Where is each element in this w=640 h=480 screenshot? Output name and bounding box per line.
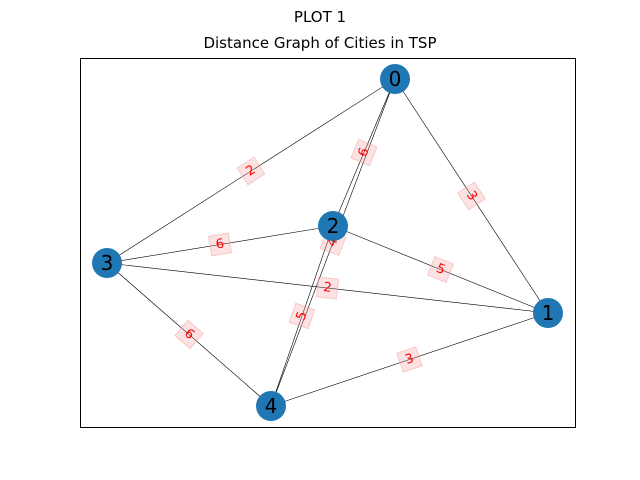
edge-label-1-3: 2 bbox=[315, 276, 340, 300]
edge-1-4 bbox=[270, 312, 549, 407]
edge-weight-text: 6 bbox=[215, 236, 226, 252]
edge-label-box bbox=[288, 302, 316, 330]
edges-layer bbox=[106, 78, 549, 407]
node-2 bbox=[318, 211, 348, 241]
node-label-2: 2 bbox=[327, 214, 340, 238]
figure-suptitle: PLOT 1 bbox=[293, 8, 347, 26]
edge-0-2 bbox=[332, 78, 396, 227]
edge-0-4 bbox=[270, 78, 396, 407]
chart-title: Distance Graph of Cities in TSP bbox=[203, 34, 437, 52]
edge-2-3 bbox=[106, 225, 334, 264]
edge-label-box bbox=[456, 181, 487, 211]
node-1 bbox=[533, 298, 563, 328]
edge-label-box bbox=[207, 232, 233, 257]
node-label-0: 0 bbox=[389, 67, 402, 91]
edge-0-3 bbox=[106, 78, 396, 264]
edge-label-box bbox=[315, 276, 340, 300]
edge-label-2-3: 6 bbox=[207, 232, 233, 257]
nodes-layer: 0 1 2 3 4 bbox=[92, 64, 563, 421]
edge-label-1-4: 3 bbox=[396, 346, 423, 373]
edge-0-1 bbox=[394, 78, 549, 314]
plot-frame bbox=[80, 58, 576, 428]
edge-label-0-2: 6 bbox=[350, 138, 378, 167]
edge-1-2 bbox=[332, 225, 549, 314]
edge-label-box bbox=[236, 156, 266, 186]
edge-label-box bbox=[396, 346, 423, 373]
edge-label-2-4: 5 bbox=[288, 302, 316, 330]
node-4 bbox=[256, 391, 286, 421]
edge-3-4 bbox=[106, 262, 272, 407]
node-label-4: 4 bbox=[265, 394, 278, 418]
edge-label-box bbox=[174, 319, 204, 350]
edge-2-4 bbox=[270, 225, 334, 407]
edge-label-0-1: 3 bbox=[456, 181, 487, 211]
edge-label-box bbox=[350, 138, 378, 167]
node-label-1: 1 bbox=[542, 301, 555, 325]
edge-label-0-3: 2 bbox=[236, 156, 266, 186]
edge-label-3-4: 6 bbox=[174, 319, 204, 350]
edge-label-box bbox=[426, 255, 455, 284]
node-0 bbox=[380, 64, 410, 94]
node-3 bbox=[92, 248, 122, 278]
edge-weight-text: 2 bbox=[323, 280, 333, 296]
edge-label-1-2: 5 bbox=[426, 255, 455, 284]
edge-1-3 bbox=[106, 262, 549, 314]
node-label-3: 3 bbox=[101, 251, 114, 275]
